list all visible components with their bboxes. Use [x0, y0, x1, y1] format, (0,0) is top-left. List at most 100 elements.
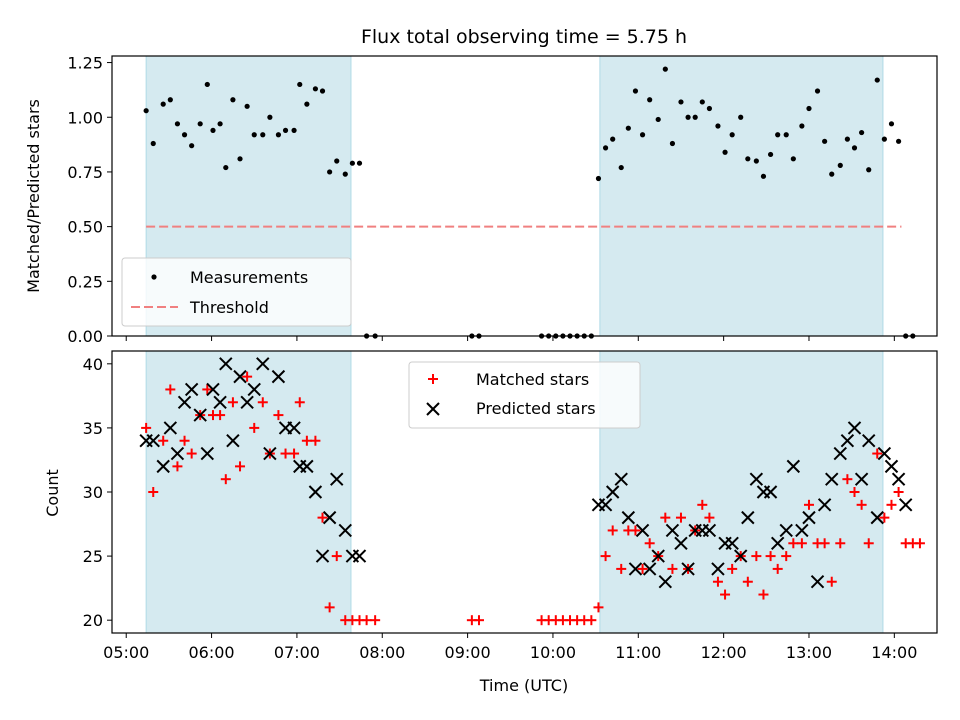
measurement-point	[844, 136, 850, 142]
x-axis-label: Time (UTC)	[479, 676, 568, 695]
matched-star-point	[257, 397, 268, 408]
measurement-point	[722, 149, 728, 155]
y-tick-label: 35	[83, 419, 103, 438]
predicted-star-point	[352, 549, 367, 563]
matched-star-point	[856, 499, 867, 510]
matched-star-point	[141, 422, 152, 433]
matched-star-point	[473, 615, 484, 626]
measurement-point	[602, 145, 609, 151]
predicted-star-point	[226, 434, 240, 448]
measurement-point	[866, 167, 872, 173]
measurement-point	[692, 114, 698, 120]
predicted-star-point	[891, 472, 906, 486]
matched-star-point	[172, 461, 183, 472]
measurement-point	[291, 127, 297, 133]
predicted-star-point	[156, 459, 170, 474]
matched-star-point	[886, 499, 897, 510]
measurement-point	[729, 132, 735, 138]
x-tick-label: 12:00	[701, 643, 747, 662]
matched-star-point	[165, 384, 176, 395]
matched-star-point	[227, 397, 238, 408]
predicted-star-point	[779, 523, 793, 538]
predicted-star-point	[330, 472, 344, 486]
measurement-point	[738, 114, 744, 120]
matched-star-point	[186, 448, 197, 459]
matched-star-point	[331, 551, 342, 562]
measurement-point	[829, 171, 835, 177]
matched-star-point	[593, 602, 604, 613]
matched-star-point	[644, 538, 655, 549]
measurement-point	[775, 132, 781, 138]
measurement-point	[595, 175, 602, 182]
measurement-point	[237, 156, 243, 162]
x-tick-label: 10:00	[530, 643, 576, 662]
predicted-star-point	[605, 485, 620, 499]
predicted-star-point	[763, 485, 778, 499]
matched-star-point	[310, 435, 321, 446]
matched-star-point	[215, 410, 226, 421]
panel-ratio: 0.00 0.25 0.50 0.75 1.00 1.25 Matched/Predict…	[24, 54, 938, 346]
measurement-point	[625, 125, 631, 131]
matched-star-point	[660, 512, 671, 523]
predicted-star-point	[770, 536, 785, 550]
matched-star-point	[727, 563, 738, 574]
predicted-star-point	[642, 562, 657, 576]
measurement-point	[699, 99, 705, 105]
predicted-star-point	[598, 498, 613, 512]
matched-star-point	[849, 487, 860, 497]
predicted-star-point	[802, 510, 816, 525]
measurement-point	[662, 66, 668, 72]
measurement-point	[197, 121, 203, 127]
measurement-point	[349, 160, 355, 166]
predicted-star-point	[338, 523, 352, 538]
predicted-star-point	[795, 523, 809, 538]
matched-star-point	[637, 563, 648, 574]
predicted-star-point	[163, 421, 178, 435]
matched-star-point	[630, 525, 641, 536]
predicted-star-point	[206, 382, 220, 397]
matched-star-point	[600, 551, 611, 562]
predicted-star-point	[833, 446, 847, 461]
measurement-point	[632, 88, 639, 94]
measurement-point	[881, 136, 887, 142]
x-tick-label: 07:00	[274, 643, 320, 662]
predicted-star-point	[322, 510, 337, 525]
matched-star-point	[317, 512, 328, 523]
matched-star-point	[765, 551, 776, 562]
y-tick-label: 40	[83, 355, 103, 374]
measurement-point	[210, 127, 216, 133]
legend-label-threshold: Threshold	[189, 298, 269, 317]
predicted-star-point	[884, 459, 899, 474]
legend: Measurements Threshold	[121, 257, 352, 327]
predicted-star-point	[200, 446, 215, 461]
measurement-point	[217, 121, 223, 127]
matched-star-point	[872, 448, 883, 459]
matched-star-point	[370, 615, 381, 626]
predicted-star-point	[635, 523, 650, 538]
predicted-star-point	[628, 562, 643, 576]
measurement-point	[655, 116, 661, 123]
measurement-point	[851, 145, 858, 151]
predicted-star-point	[681, 562, 695, 576]
matched-star-point	[842, 474, 853, 485]
measurement-point	[859, 129, 865, 136]
y-tick-label: 0.25	[67, 272, 103, 291]
y-tick-label: 1.00	[67, 108, 103, 127]
measurement-point	[189, 143, 195, 149]
predicted-star-point	[840, 434, 855, 448]
matched-star-point	[772, 563, 783, 574]
matched-star-point	[835, 538, 846, 549]
predicted-star-point	[271, 369, 286, 384]
measurement-point	[639, 132, 646, 138]
predicted-star-point	[741, 510, 755, 525]
matched-star-point	[879, 512, 890, 523]
predicted-star-point	[263, 446, 277, 461]
legend-marker-predicted	[426, 402, 440, 416]
predicted-star-point	[287, 421, 301, 435]
matched-star-point	[697, 499, 708, 510]
predicted-star-point	[854, 472, 869, 486]
matched-star-point	[158, 435, 169, 446]
predicted-star-point	[213, 395, 227, 409]
predicted-star-point	[665, 523, 680, 538]
measurement-point	[327, 169, 333, 175]
